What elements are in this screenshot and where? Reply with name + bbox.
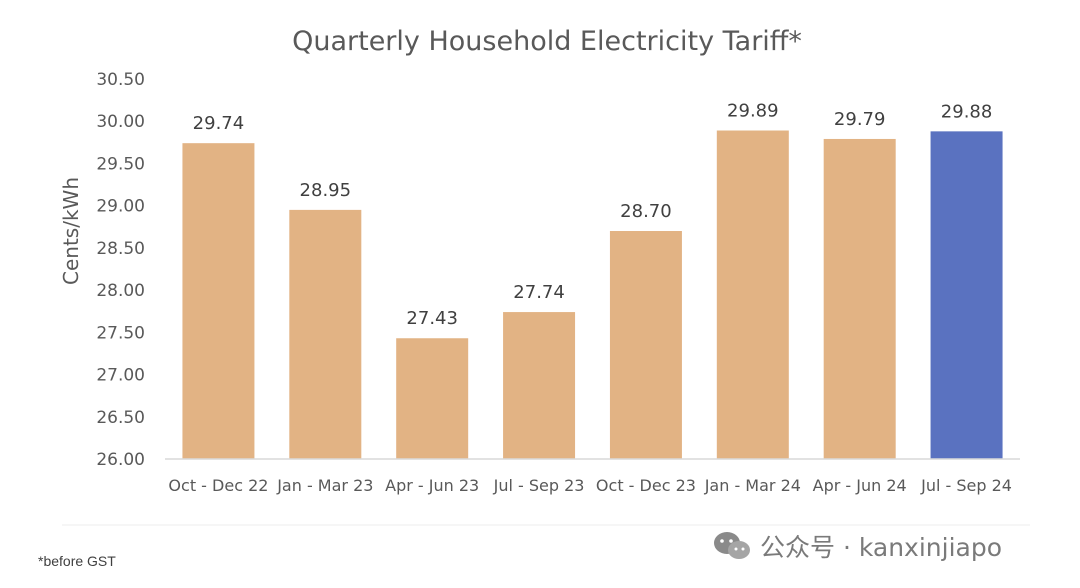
y-axis-label: Cents/kWh — [59, 177, 83, 285]
bar-data-label: 28.95 — [300, 180, 352, 201]
x-tick-label: Jan - Mar 24 — [704, 476, 801, 495]
x-tick-label: Jul - Sep 23 — [493, 476, 585, 495]
bars-group — [182, 130, 1003, 459]
x-tick-label: Jan - Mar 23 — [276, 476, 373, 495]
bar — [182, 143, 255, 459]
y-axis-ticks: 26.00 26.50 27.00 27.50 28.00 28.50 29.00 29.50… — [96, 70, 145, 470]
y-tick-label: 29.50 — [96, 154, 145, 174]
x-tick-label: Apr - Jun 24 — [813, 476, 907, 495]
data-labels-group: 29.74 28.95 27.43 27.74 28.70 29.89 29.79 29.88 — [193, 101, 993, 330]
x-tick-label: Oct - Dec 22 — [168, 476, 268, 495]
bar — [503, 312, 576, 459]
y-tick-label: 28.50 — [96, 239, 145, 259]
bar-data-label: 29.79 — [834, 109, 886, 130]
bar-data-label: 29.88 — [941, 101, 993, 122]
y-tick-label: 26.50 — [96, 408, 145, 428]
bar-chart: Quarterly Household Electricity Tariff* … — [59, 26, 1030, 526]
bar — [289, 209, 362, 459]
bar-data-label: 27.43 — [406, 308, 458, 329]
y-tick-label: 30.00 — [96, 112, 145, 132]
bar — [609, 231, 682, 459]
x-axis-ticks: Oct - Dec 22 Jan - Mar 23 Apr - Jun 23 Jul … — [168, 476, 1012, 495]
bar — [716, 130, 789, 459]
footnote: *before GST — [38, 553, 116, 569]
x-tick-label: Apr - Jun 23 — [385, 476, 479, 495]
x-tick-label: Jul - Sep 24 — [920, 476, 1012, 495]
y-tick-label: 27.00 — [96, 366, 145, 386]
y-tick-label: 30.50 — [96, 70, 145, 90]
x-tick-label: Oct - Dec 23 — [596, 476, 696, 495]
bar — [823, 138, 896, 459]
watermark: 公众号 · kanxinjiapo — [712, 528, 1002, 564]
watermark-text: 公众号 · kanxinjiapo — [760, 533, 1003, 562]
bar-data-label: 29.89 — [727, 101, 779, 122]
bar — [396, 338, 469, 459]
y-tick-label: 27.50 — [96, 323, 145, 343]
bar-data-label: 29.74 — [193, 113, 245, 134]
bar-data-label: 27.74 — [513, 282, 565, 303]
y-tick-label: 28.00 — [96, 281, 145, 301]
chart-title: Quarterly Household Electricity Tariff* — [292, 26, 802, 57]
bar-data-label: 28.70 — [620, 201, 672, 222]
y-tick-label: 29.00 — [96, 197, 145, 217]
wechat-icon — [712, 530, 752, 562]
y-tick-label: 26.00 — [96, 450, 145, 470]
bar — [930, 131, 1003, 459]
